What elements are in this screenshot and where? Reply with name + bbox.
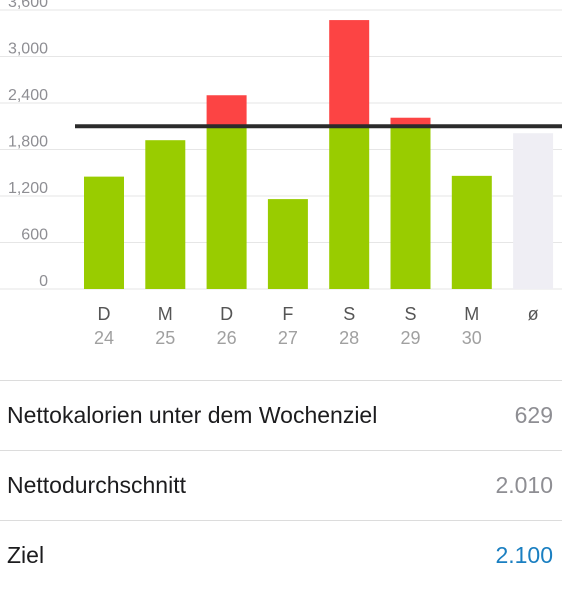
y-tick-label: 3,000 bbox=[8, 41, 48, 58]
day-label: F bbox=[282, 304, 293, 324]
day-label: D bbox=[220, 304, 233, 324]
date-label: 30 bbox=[462, 328, 482, 348]
day-bar[interactable] bbox=[390, 117, 431, 289]
day-bar[interactable] bbox=[84, 176, 124, 289]
y-tick-label: 0 bbox=[39, 273, 48, 290]
goal-value-link[interactable]: 2.100 bbox=[495, 542, 553, 568]
bar-under-goal-segment bbox=[145, 140, 186, 289]
bar-over-goal-segment bbox=[329, 20, 370, 127]
bar-under-goal-segment bbox=[451, 175, 492, 289]
date-label: 24 bbox=[94, 328, 114, 348]
day-label: S bbox=[404, 304, 416, 324]
stat-label: Nettodurchschnitt bbox=[7, 472, 186, 498]
day-label: M bbox=[464, 304, 479, 324]
day-label: S bbox=[343, 304, 355, 324]
date-label: 26 bbox=[217, 328, 237, 348]
weekly-calorie-chart: 3,600 3,000 2,400 1,800 1,200 600 0 D 24 M 25 D 26 F… bbox=[0, 0, 562, 348]
bar-under-goal-segment bbox=[390, 126, 431, 289]
date-label: 28 bbox=[339, 328, 359, 348]
average-bar-segment bbox=[513, 133, 554, 289]
y-axis-labels: 3,600 3,000 2,400 1,800 1,200 600 0 bbox=[8, 0, 48, 290]
stat-label: Nettokalorien unter dem Wochenziel bbox=[7, 402, 378, 428]
stat-value: 2.010 bbox=[495, 472, 553, 498]
y-tick-label: 3,600 bbox=[8, 0, 48, 11]
day-bar[interactable] bbox=[267, 199, 308, 289]
chart-bars bbox=[84, 20, 554, 289]
bar-under-goal-segment bbox=[267, 199, 308, 289]
stat-label: Ziel bbox=[7, 542, 45, 568]
stat-value: 629 bbox=[514, 402, 553, 428]
day-bar[interactable] bbox=[206, 95, 247, 289]
y-tick-label: 1,800 bbox=[8, 134, 48, 151]
average-bar[interactable] bbox=[513, 133, 554, 289]
bar-under-goal-segment bbox=[84, 176, 124, 289]
stat-row-net-average[interactable]: Nettodurchschnitt 2.010 bbox=[0, 450, 562, 520]
y-tick-label: 2,400 bbox=[8, 87, 48, 104]
date-label: 29 bbox=[400, 328, 420, 348]
stat-row-net-under-goal[interactable]: Nettokalorien unter dem Wochenziel 629 bbox=[0, 380, 562, 450]
date-label: 27 bbox=[278, 328, 298, 348]
day-label: ø bbox=[528, 304, 539, 324]
day-bar[interactable] bbox=[329, 20, 370, 289]
day-bar[interactable] bbox=[451, 175, 492, 289]
date-label: 25 bbox=[155, 328, 175, 348]
day-label: M bbox=[158, 304, 173, 324]
bar-under-goal-segment bbox=[329, 126, 370, 289]
stat-row-goal[interactable]: Ziel 2.100 bbox=[0, 520, 562, 590]
bar-over-goal-segment bbox=[206, 95, 247, 127]
day-bar[interactable] bbox=[145, 140, 186, 289]
bar-under-goal-segment bbox=[206, 126, 247, 289]
x-axis-labels: D 24 M 25 D 26 F 27 S 28 S 29 M 30 ø bbox=[94, 304, 539, 348]
day-label: D bbox=[98, 304, 111, 324]
y-tick-label: 1,200 bbox=[8, 180, 48, 197]
bar-over-goal-segment bbox=[390, 117, 431, 127]
y-tick-label: 600 bbox=[21, 227, 48, 244]
stats-list: Nettokalorien unter dem Wochenziel 629 N… bbox=[0, 380, 562, 590]
